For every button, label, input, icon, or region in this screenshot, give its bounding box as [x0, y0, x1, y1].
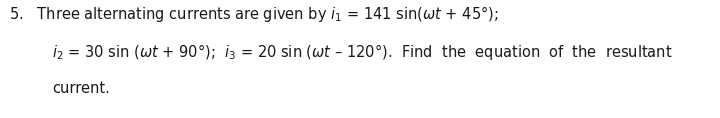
Text: $i_2$ = 30 sin ($\omega t$ + 90°);  $i_3$ = 20 sin ($\omega t$ – 120°).  Find  t: $i_2$ = 30 sin ($\omega t$ + 90°); $i_3$… — [52, 42, 672, 62]
Text: current.: current. — [52, 81, 109, 96]
Text: 5.   Three alternating currents are given by $i_1$ = 141 sin($\omega t$ + 45°);: 5. Three alternating currents are given … — [9, 4, 498, 23]
